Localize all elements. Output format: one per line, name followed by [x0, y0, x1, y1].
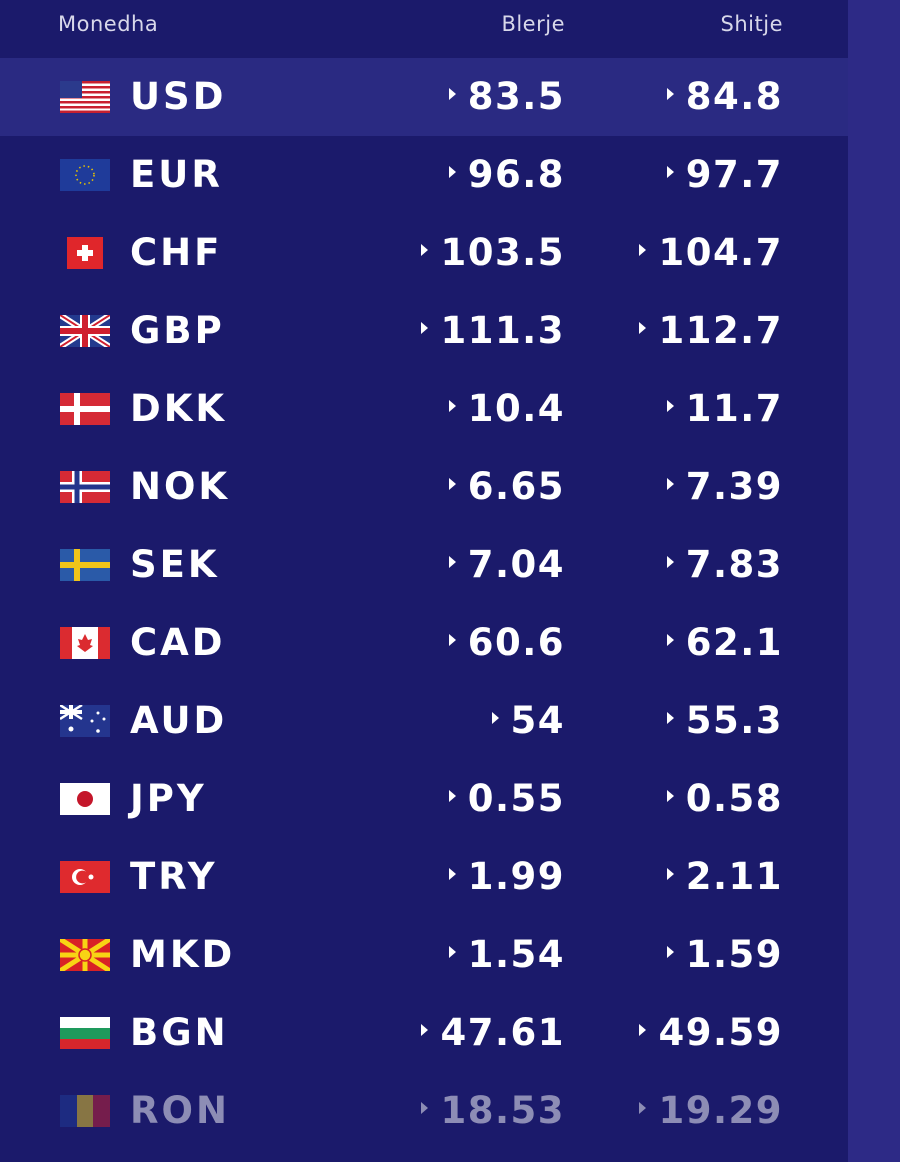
flag-icon [60, 549, 110, 581]
currency-row: GBP 111.3 112.7 [0, 292, 848, 370]
buy-rate: 60.6 [449, 621, 565, 664]
currency-row: USD 83.5 84.8 [0, 58, 848, 136]
buy-rate: 96.8 [449, 153, 565, 196]
sell-rate: 11.7 [667, 387, 783, 430]
currency-code: JPY [130, 777, 207, 820]
currency-code: USD [130, 75, 227, 118]
currency-row: JPY 0.55 0.58 [0, 760, 848, 838]
sell-rate: 19.29 [639, 1089, 783, 1132]
currency-code: CAD [130, 621, 226, 664]
flag-icon [60, 783, 110, 815]
flag-icon [60, 81, 110, 113]
header-sell: Shitje [720, 12, 783, 36]
currency-code: SEK [130, 543, 220, 586]
header-currency: Monedha [58, 12, 159, 36]
currency-row: TRY 1.99 2.11 [0, 838, 848, 916]
currency-row: CAD 60.6 62.1 [0, 604, 848, 682]
flag-icon [60, 315, 110, 347]
currency-row: CHF 103.5 104.7 [0, 214, 848, 292]
currency-row: DKK 10.4 11.7 [0, 370, 848, 448]
flag-icon [67, 237, 103, 269]
sell-rate: 2.11 [667, 855, 783, 898]
buy-rate: 111.3 [421, 309, 565, 352]
currency-row: NOK 6.65 7.39 [0, 448, 848, 526]
currency-row: AUD 54 55.3 [0, 682, 848, 760]
buy-rate: 10.4 [449, 387, 565, 430]
currency-code: GBP [130, 309, 225, 352]
flag-icon [60, 1095, 110, 1127]
sell-rate: 62.1 [667, 621, 783, 664]
flag-icon [60, 159, 110, 191]
currency-code: EUR [130, 153, 223, 196]
buy-rate: 0.55 [449, 777, 565, 820]
buy-rate: 1.99 [449, 855, 565, 898]
sell-rate: 7.83 [667, 543, 783, 586]
flag-icon [60, 393, 110, 425]
buy-rate: 1.54 [449, 933, 565, 976]
currency-row: SEK 7.04 7.83 [0, 526, 848, 604]
currency-code: MKD [130, 933, 236, 976]
sell-rate: 104.7 [639, 231, 783, 274]
flag-icon [60, 471, 110, 503]
flag-icon [60, 705, 110, 737]
currency-code: TRY [130, 855, 218, 898]
currency-code: AUD [130, 699, 228, 742]
currency-row: MKD 1.54 1.59 [0, 916, 848, 994]
currency-code: RON [130, 1089, 230, 1132]
side-strip [848, 0, 900, 1162]
currency-row: BGN 47.61 49.59 [0, 994, 848, 1072]
currency-code: DKK [130, 387, 228, 430]
currency-row: EUR 96.8 97.7 [0, 136, 848, 214]
sell-rate: 0.58 [667, 777, 783, 820]
flag-icon [60, 939, 110, 971]
flag-icon [60, 1017, 110, 1049]
currency-row: RON 18.53 19.29 [0, 1072, 848, 1150]
buy-rate: 18.53 [421, 1089, 565, 1132]
header-buy: Blerje [501, 12, 565, 36]
sell-rate: 112.7 [639, 309, 783, 352]
sell-rate: 55.3 [667, 699, 783, 742]
flag-icon [60, 627, 110, 659]
currency-code: NOK [130, 465, 231, 508]
buy-rate: 83.5 [449, 75, 565, 118]
buy-rate: 6.65 [449, 465, 565, 508]
sell-rate: 49.59 [639, 1011, 783, 1054]
flag-icon [60, 861, 110, 893]
buy-rate: 54 [492, 699, 566, 742]
currency-code: CHF [130, 231, 223, 274]
sell-rate: 1.59 [667, 933, 783, 976]
rates-table: Monedha Blerje Shitje USD 83.5 84.8 EUR 96.8… [0, 0, 848, 1162]
buy-rate: 7.04 [449, 543, 565, 586]
buy-rate: 103.5 [421, 231, 565, 274]
sell-rate: 7.39 [667, 465, 783, 508]
sell-rate: 84.8 [667, 75, 783, 118]
buy-rate: 47.61 [421, 1011, 565, 1054]
sell-rate: 97.7 [667, 153, 783, 196]
currency-code: BGN [130, 1011, 229, 1054]
